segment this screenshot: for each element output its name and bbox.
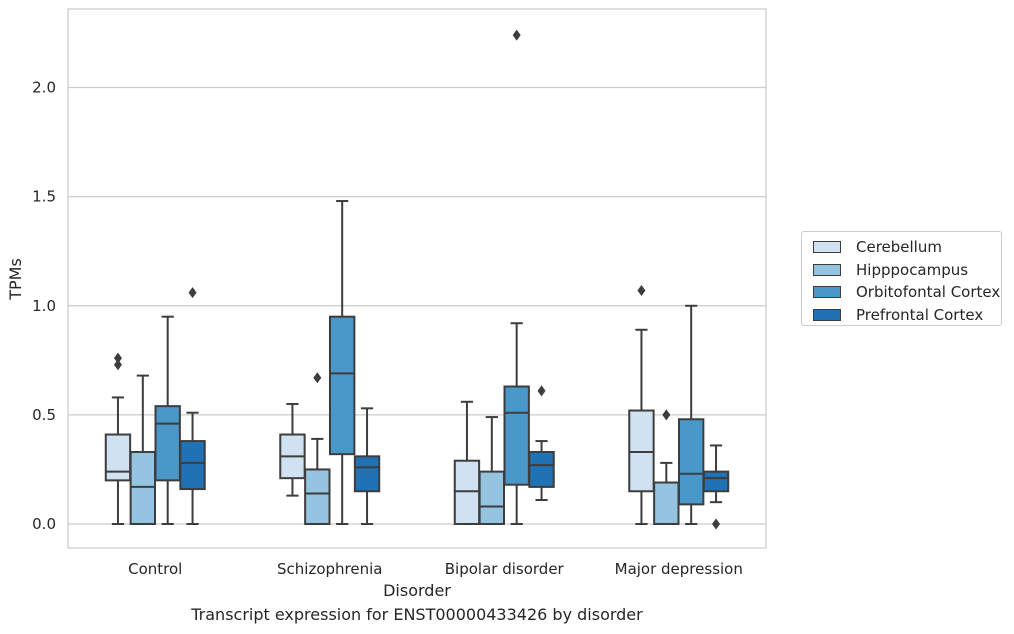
- iqr-box: [702, 470, 730, 493]
- iqr-box: [154, 405, 181, 482]
- iqr-box: [503, 385, 530, 486]
- y-tick-label: 0.5: [32, 406, 56, 424]
- x-tick-label: Bipolar disorder: [445, 560, 565, 578]
- box-hipppocampus: [129, 374, 157, 525]
- legend: Cerebellum Hipppocampus Orbitofontal Corte…: [801, 231, 1002, 326]
- legend-label: Cerebellum: [856, 238, 942, 257]
- box-orbitofontal-cortex: [677, 304, 705, 525]
- outlier-point: [662, 409, 671, 421]
- legend-swatch: [813, 263, 841, 276]
- box-prefrontal-cortex: [702, 444, 730, 530]
- chart: 0.0 0.5 1.0 1.5 2.0 Control Schizophrenia Bipo…: [6, 8, 767, 600]
- box-hipppocampus: [304, 372, 331, 525]
- x-tick-label: Control: [128, 560, 182, 578]
- box-hipppocampus: [653, 409, 680, 525]
- x-tick-label: Major depression: [615, 560, 743, 578]
- y-tick-label: 0.0: [32, 515, 56, 533]
- box-prefrontal-cortex: [353, 407, 381, 525]
- box-plots: [104, 29, 730, 530]
- outlier-point: [113, 359, 122, 371]
- iqr-box: [353, 455, 381, 493]
- iqr-box: [528, 450, 555, 488]
- iqr-box: [304, 468, 331, 525]
- legend-item: Orbitofontal Cortex: [808, 281, 1001, 304]
- iqr-box: [677, 418, 705, 506]
- legend-item: Prefrontal Cortex: [808, 304, 1001, 327]
- iqr-box: [478, 470, 506, 525]
- legend-label: Orbitofontal Cortex: [856, 283, 1001, 302]
- y-axis-label: TPMs: [6, 258, 25, 301]
- outlier-point: [188, 287, 197, 299]
- outlier-point: [637, 285, 646, 297]
- iqr-box: [653, 481, 680, 525]
- figure-caption: Transcript expression for ENST0000043342…: [191, 605, 643, 624]
- box-prefrontal-cortex: [528, 385, 555, 501]
- legend-item: Hipppocampus: [808, 259, 1001, 282]
- y-tick-label: 2.0: [32, 79, 56, 97]
- legend-swatch: [813, 241, 841, 254]
- outlier-point: [537, 385, 546, 397]
- box-cerebellum: [628, 285, 655, 525]
- x-axis-label: Disorder: [383, 581, 451, 600]
- legend-swatch: [813, 308, 841, 321]
- iqr-box: [453, 459, 481, 525]
- x-tick-label: Schizophrenia: [277, 560, 382, 578]
- y-tick-label: 1.5: [32, 188, 56, 206]
- outlier-point: [113, 352, 122, 364]
- iqr-box: [628, 409, 655, 493]
- legend-label: Hipppocampus: [856, 260, 969, 279]
- box-prefrontal-cortex: [179, 287, 206, 525]
- x-tick-labels: Control Schizophrenia Bipolar disorder Majo…: [128, 560, 743, 578]
- legend-label: Prefrontal Cortex: [856, 305, 984, 324]
- box-orbitofontal-cortex: [328, 200, 356, 525]
- outlier-point: [512, 29, 521, 41]
- outlier-point: [313, 372, 322, 384]
- y-tick-labels: 0.0 0.5 1.0 1.5 2.0: [32, 79, 56, 533]
- outlier-point: [712, 518, 721, 530]
- iqr-box: [328, 315, 356, 456]
- y-tick-label: 1.0: [32, 297, 56, 315]
- legend-item: Cerebellum: [808, 236, 1001, 259]
- iqr-box: [179, 440, 206, 491]
- legend-swatch: [813, 286, 841, 299]
- iqr-box: [129, 450, 157, 525]
- box-cerebellum: [279, 402, 306, 497]
- box-orbitofontal-cortex: [503, 29, 530, 525]
- iqr-box: [104, 433, 132, 482]
- box-hipppocampus: [478, 416, 506, 525]
- box-cerebellum: [104, 352, 132, 525]
